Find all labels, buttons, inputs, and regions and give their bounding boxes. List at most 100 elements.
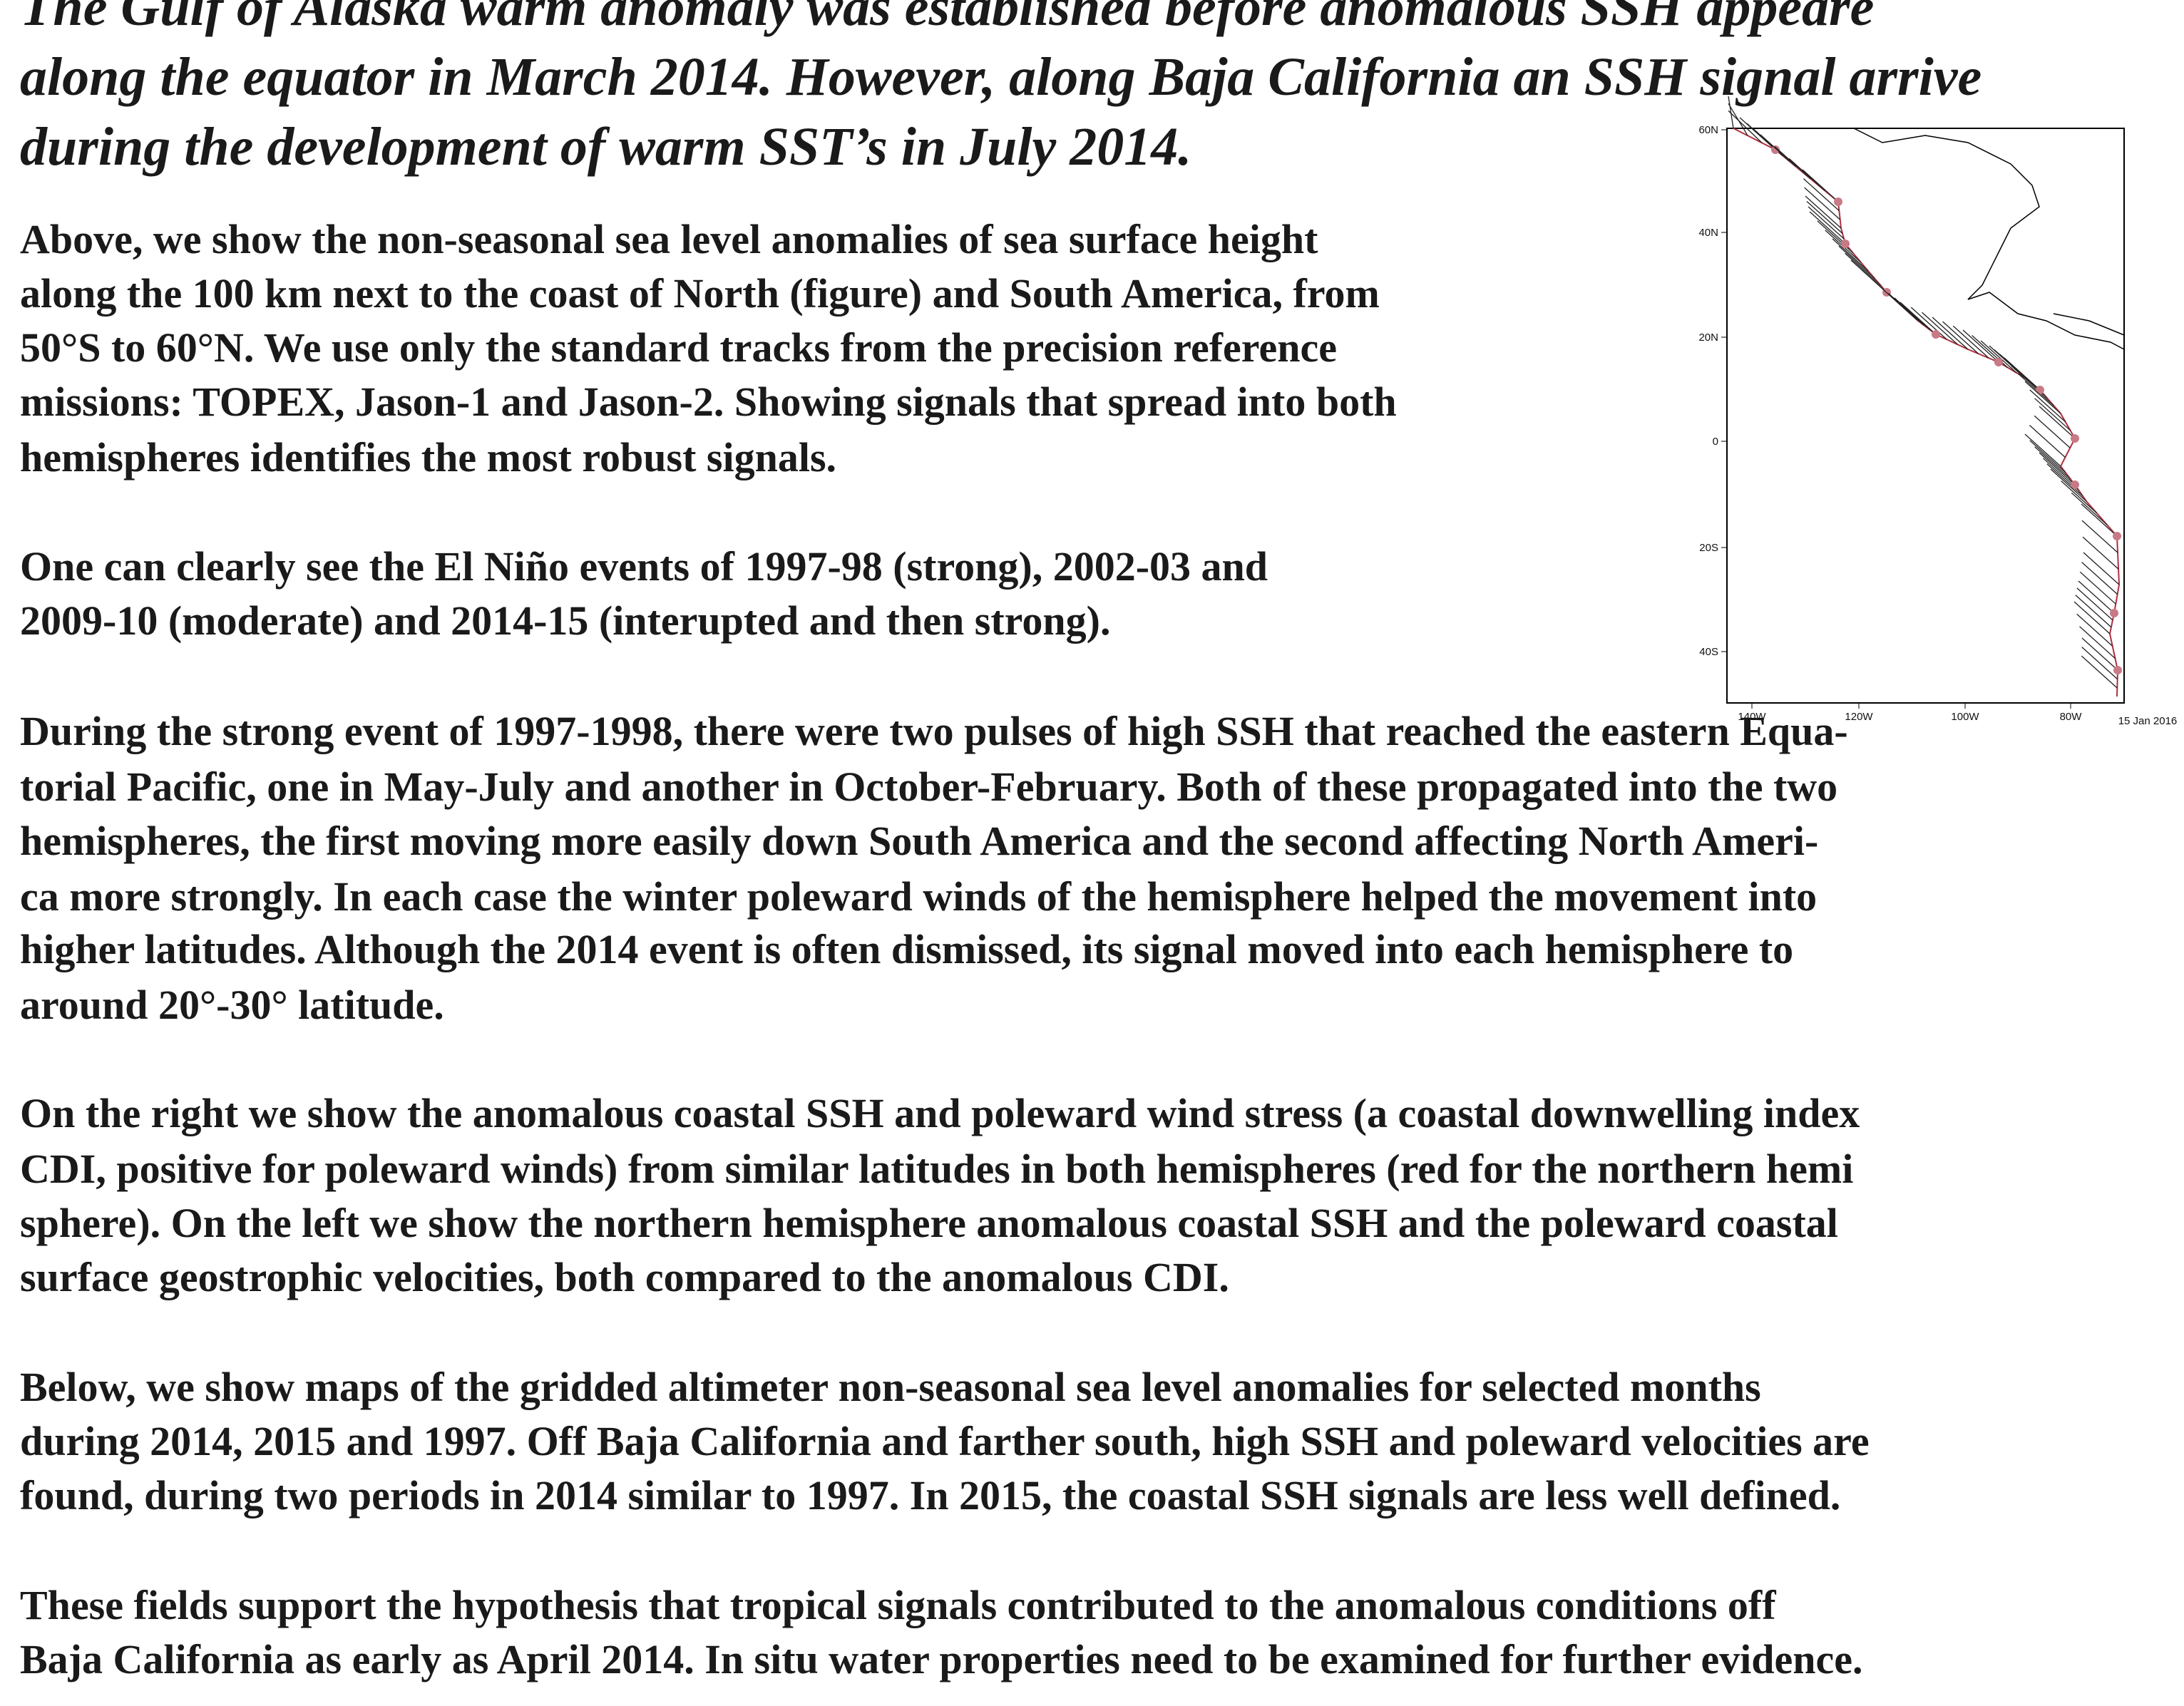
lat-label: 40S <box>1699 646 1718 658</box>
lon-label: 100W <box>1951 711 1979 723</box>
hatch-line <box>2071 492 2108 525</box>
hatch-line <box>1882 288 1919 322</box>
body-line: On the right we show the anomalous coast… <box>20 1090 1860 1136</box>
hatch-line <box>2004 357 2041 391</box>
body-line: higher latitudes. Although the 2014 even… <box>20 926 1794 972</box>
station-dot <box>1994 358 2003 366</box>
body-line: along the 100 km next to the coast of No… <box>20 270 1380 317</box>
hatch-line <box>1808 206 1845 240</box>
hatch-line <box>2081 655 2118 689</box>
lon-label: 80W <box>2060 711 2083 723</box>
body-line: torial Pacific, one in May-July and anot… <box>20 764 1838 810</box>
hatch-line <box>1932 317 1969 350</box>
coast-map: 60N 40N 20N 0 20S 40S 140W 120W 100W 80W 15 Jan 20… <box>1698 96 2178 727</box>
land-outline <box>1853 128 2125 350</box>
station-dot <box>2036 386 2044 394</box>
hatch-line <box>2075 595 2112 628</box>
body-line: 50°S to 60°N. We use only the standard t… <box>20 324 1337 371</box>
hatch-line <box>1838 245 1875 279</box>
land-outline <box>2053 313 2125 336</box>
hatch-line <box>2034 415 2071 448</box>
hatch-line <box>1774 146 1811 180</box>
hatch-line <box>1804 187 1841 220</box>
hatch-line <box>1832 238 1869 272</box>
lat-label: 60N <box>1698 124 1718 136</box>
body-line: During the strong event of 1997-1998, th… <box>20 708 1848 754</box>
heading-line: The Gulf of Alaska warm anomaly was esta… <box>20 0 1875 37</box>
map-frame <box>1726 128 2125 704</box>
hatch-line <box>1888 292 1924 326</box>
station-dot <box>2113 532 2121 540</box>
hatch-line <box>2081 637 2118 671</box>
hatch-line <box>1900 302 1937 335</box>
hatch-line <box>1806 200 1843 234</box>
station-dot <box>2071 481 2079 489</box>
hatch-line <box>2029 389 2066 423</box>
hatch-line <box>2050 468 2087 502</box>
hatch-line <box>1788 158 1825 191</box>
hatch-line <box>2034 398 2071 431</box>
body-line: around 20°-30° latitude. <box>20 982 444 1028</box>
hatch-line <box>2039 406 2076 439</box>
hatch-line <box>1803 178 1840 212</box>
coastline <box>1733 128 2121 697</box>
body-line: hemispheres identifies the most robust s… <box>20 434 837 481</box>
hatch-line <box>2079 626 2116 659</box>
hatch-line <box>2073 601 2111 634</box>
hatch-line <box>2061 481 2098 514</box>
hatch-line <box>2081 562 2118 595</box>
hatch-line <box>2029 440 2066 473</box>
station-dot <box>1771 145 1780 154</box>
body-line: found, during two periods in 2014 simila… <box>20 1472 1841 1519</box>
heading-line: during the development of warm SST’s in … <box>20 117 1192 177</box>
hatch-line <box>1805 195 1842 229</box>
body-line: surface geostrophic velocities, both com… <box>20 1254 1229 1300</box>
hatch-line <box>1942 321 1979 354</box>
hatch-line <box>1922 312 1959 345</box>
body-line: sphere). On the left we show the norther… <box>20 1200 1838 1246</box>
station-dot <box>2113 666 2122 674</box>
hatch-line <box>1728 110 1763 143</box>
station-dot <box>1834 197 1842 206</box>
hatch-line <box>2024 381 2061 414</box>
hatch-line <box>2081 647 2118 680</box>
hatch-line <box>2082 536 2119 570</box>
hatch-line <box>2034 446 2071 480</box>
body-line: ca more strongly. In each case the winte… <box>20 873 1818 920</box>
body-line: 2009-10 (moderate) and 2014-15 (interupt… <box>20 597 1111 644</box>
lat-label: 0 <box>1713 436 1718 448</box>
station-dot <box>1841 240 1850 248</box>
lat-label: 40N <box>1698 227 1718 239</box>
hatch-line <box>2081 503 2118 537</box>
lon-label: 140W <box>1738 711 1766 723</box>
hatch-line <box>2076 613 2113 647</box>
body-line: during 2014, 2015 and 1997. Off Baja Cal… <box>20 1418 1870 1464</box>
hatch-line <box>2079 571 2116 605</box>
lon-label: 120W <box>1845 711 1873 723</box>
hatch-line <box>2076 587 2113 621</box>
hatch-line <box>1952 325 1989 359</box>
body-line: Above, we show the non-seasonal sea leve… <box>20 216 1318 262</box>
body-line: Below, we show maps of the gridded altim… <box>20 1364 1761 1410</box>
hatch-line <box>1845 252 1882 286</box>
hatch-line <box>2024 433 2061 467</box>
hatch-line <box>1980 340 2017 374</box>
hatch-line <box>1760 134 1797 168</box>
hatch-line <box>1809 211 1846 245</box>
map-date: 15 Jan 2016 <box>2118 715 2178 727</box>
station-dot <box>1932 330 1940 339</box>
track-hatching <box>1728 96 2122 689</box>
body-line: missions: TOPEX, Jason-1 and Jason-2. Sh… <box>20 379 1397 425</box>
hatch-line <box>2081 520 2118 553</box>
station-dot <box>2110 609 2118 617</box>
hatch-line <box>1962 329 1999 363</box>
hatch-line <box>2039 452 2076 485</box>
hatch-line <box>1728 96 1734 129</box>
station-dot <box>2071 434 2079 443</box>
heading-line: along the equator in March 2014. However… <box>20 47 1982 107</box>
lat-label: 20S <box>1699 542 1718 554</box>
hatch-line <box>2078 580 2115 614</box>
body-line: These fields support the hypothesis that… <box>20 1582 1776 1628</box>
hatch-line <box>1802 169 1839 202</box>
